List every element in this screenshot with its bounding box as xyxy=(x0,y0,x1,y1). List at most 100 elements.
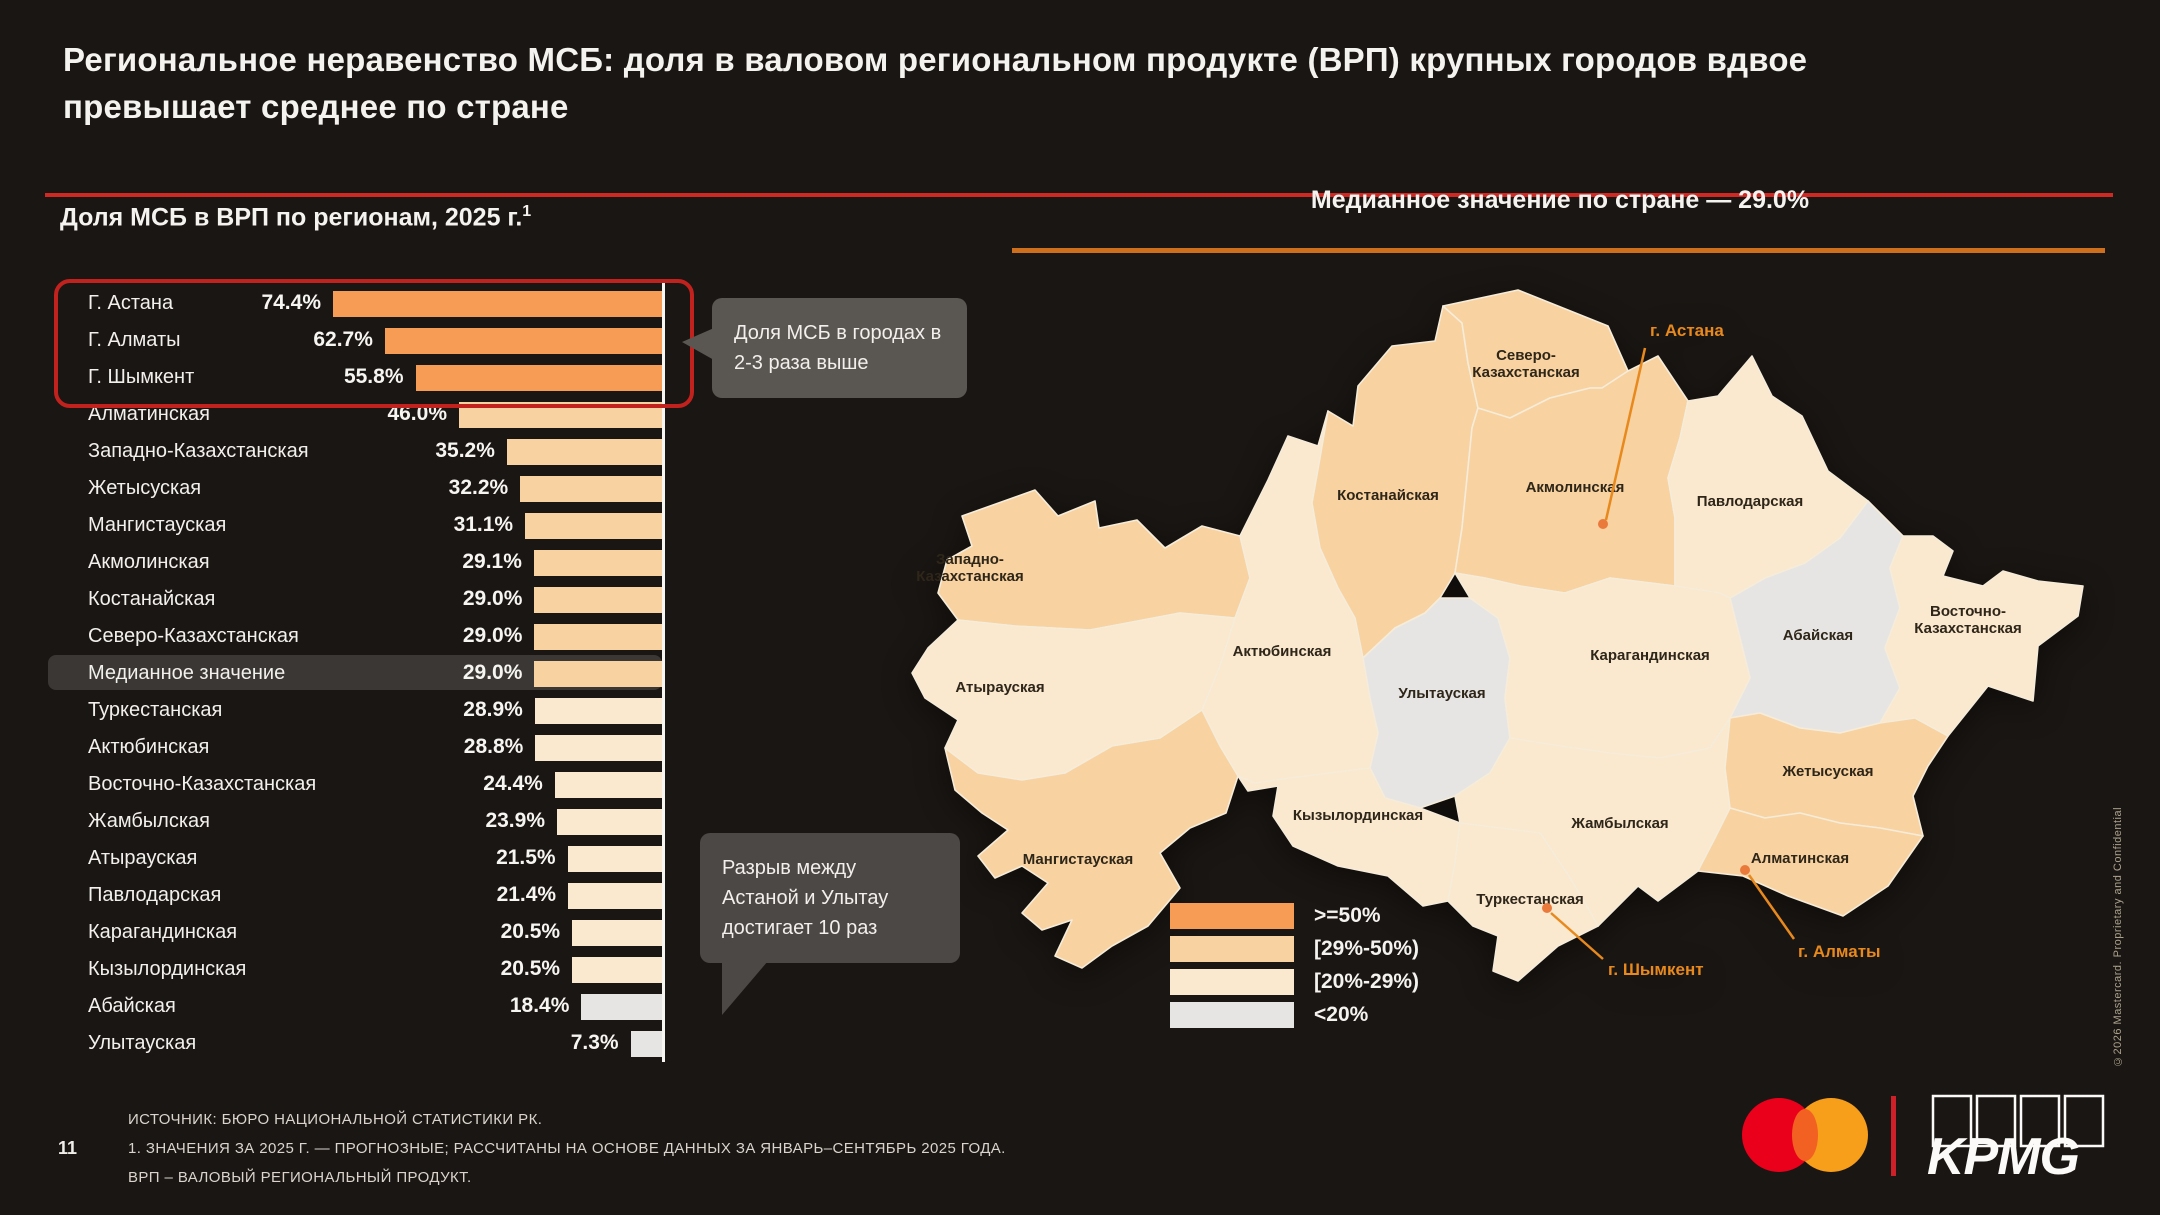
bar-label: Павлодарская xyxy=(88,884,222,906)
bar xyxy=(568,883,663,909)
legend-label: >=50% xyxy=(1314,904,1381,927)
chart-row: Абайская 18.4% xyxy=(60,989,680,1026)
bar-label: Жамбылская xyxy=(88,810,210,832)
map-heading-divider-line xyxy=(1012,248,2105,253)
bar-value: 35.2% xyxy=(435,439,495,462)
region-label-kostanay: Костанайская xyxy=(1337,487,1439,504)
chart-row: Медианное значение 29.0% xyxy=(60,656,680,693)
region-label-ulytau: Улытауская xyxy=(1398,685,1485,702)
bar-chart: Г. Астана 74.4% Г. Алматы 62.7% Г. Шымкент 55… xyxy=(48,281,680,1063)
bar-label: Мангистауская xyxy=(88,514,227,536)
bar xyxy=(333,291,663,317)
legend-item: [29%-50%) xyxy=(1170,936,1419,962)
chart-row: Акмолинская 29.1% xyxy=(60,545,680,582)
region-turkestan xyxy=(1447,822,1599,982)
region-label-sko: Северо-Казахстанская xyxy=(1472,347,1579,381)
bar-value: 31.1% xyxy=(453,513,514,536)
region-label-zhetysu: Жетысуская xyxy=(1781,763,1873,780)
chart-row: Г. Алматы 62.7% xyxy=(60,323,680,360)
callout-gap: Разрыв между Астаной и Улытау достигает … xyxy=(700,833,960,1015)
callout-gap-text: Разрыв между Астаной и Улытау достигает … xyxy=(722,857,889,939)
city-leader-line xyxy=(1747,874,1796,940)
bar-label: Северо-Казахстанская xyxy=(88,625,299,647)
chart-row: Туркестанская 28.9% xyxy=(60,693,680,730)
bar-label: Алматинская xyxy=(88,403,210,425)
city-dot-icon xyxy=(1598,519,1608,529)
chart-heading: Доля МСБ в ВРП по регионам, 2025 г.1 xyxy=(60,203,531,232)
region-label-wko: Западно-Казахстанская xyxy=(916,551,1023,585)
region-label-zhambyl: Жамбылская xyxy=(1570,815,1668,832)
legend-label: [20%-29%) xyxy=(1314,970,1420,993)
bar xyxy=(384,328,663,354)
bar-label: Жетысуская xyxy=(88,477,202,499)
bar xyxy=(581,994,663,1020)
region-label-aktobe: Актюбинская xyxy=(1233,643,1332,660)
top-cities-highlight-box xyxy=(54,279,694,408)
bar-label: Медианное значение xyxy=(88,662,286,684)
chart-row: Мангистауская 31.1% xyxy=(60,508,680,545)
bar-value: 23.9% xyxy=(485,809,545,832)
bar xyxy=(572,957,663,983)
bar-value: 29.0% xyxy=(462,661,523,684)
bar-label: Г. Шымкент xyxy=(88,366,195,388)
bar-label: Западно-Казахстанская xyxy=(88,440,309,462)
city-leader-line xyxy=(1604,347,1647,521)
chart-row: Г. Астана 74.4% xyxy=(60,286,680,323)
bar-label: Восточно-Казахстанская xyxy=(88,773,317,795)
mastercard-logo xyxy=(1742,1098,1868,1172)
chart-heading-text: Доля МСБ в ВРП по регионам, 2025 г. xyxy=(60,203,523,232)
kpmg-rects-icon xyxy=(1931,1094,2105,1148)
legend-item: <20% xyxy=(1170,1002,1419,1028)
bar xyxy=(554,772,663,798)
callout-top-cities: Доля МСБ в городах в 2-3 раза выше xyxy=(682,298,967,398)
bar xyxy=(534,587,663,613)
bar xyxy=(506,439,663,465)
callout-tail-icon xyxy=(722,961,768,1015)
bar-value: 20.5% xyxy=(500,920,561,943)
chart-row: Северо-Казахстанская 29.0% xyxy=(60,619,680,656)
chart-axis xyxy=(662,281,665,1062)
bar-label: Абайская xyxy=(88,995,176,1017)
chart-row: Жетысуская 32.2% xyxy=(60,471,680,508)
chart-heading-footnote-marker: 1 xyxy=(522,203,532,220)
bar-value: 21.4% xyxy=(496,883,557,906)
kpmg-logo: KPMG xyxy=(1927,1094,2105,1185)
chart-row: Улытауская 7.3% xyxy=(60,1026,680,1063)
bar xyxy=(534,624,663,650)
bar-label: Костанайская xyxy=(88,588,216,610)
chart-row: Костанайская 29.0% xyxy=(60,582,680,619)
bar-label: Г. Астана xyxy=(88,292,174,314)
legend-swatch xyxy=(1170,969,1294,995)
city-label: г. Алматы xyxy=(1798,942,1881,961)
legend-swatch xyxy=(1170,1002,1294,1028)
kazakhstan-map: Западно-Казахстанская Атырауская Актюбинск… xyxy=(911,289,2084,982)
bar-value: 7.3% xyxy=(570,1031,619,1054)
kpmg-wordmark: KPMG xyxy=(1927,1128,2079,1185)
bar xyxy=(534,698,663,724)
legend-item: [20%-29%) xyxy=(1170,969,1419,995)
bar xyxy=(534,661,663,687)
bar-value: 29.0% xyxy=(462,624,523,647)
region-label-pavlodar: Павлодарская xyxy=(1697,493,1803,510)
city-label: г. Астана xyxy=(1650,321,1724,340)
page-title: Региональное неравенство МСБ: доля в вал… xyxy=(63,41,1808,125)
chart-row: Павлодарская 21.4% xyxy=(60,878,680,915)
mastercard-overlap-icon xyxy=(1792,1109,1818,1161)
callout-top-text: Доля МСБ в городах в 2-3 раза выше xyxy=(734,322,942,374)
copyright-vertical-text: ©2026 Mastercard. Proprietary and Confid… xyxy=(2112,807,2124,1068)
bar xyxy=(533,550,663,576)
bar-value: 62.7% xyxy=(313,328,373,351)
region-label-kyzylorda: Кызылординская xyxy=(1293,807,1423,824)
city-marker-almaty_city: г. Алматы xyxy=(1740,865,1881,961)
region-label-vko: Восточно-Казахстанская xyxy=(1914,603,2021,637)
bar-label: Кызылординская xyxy=(88,958,247,980)
city-dot-icon xyxy=(1542,903,1552,913)
bar xyxy=(415,365,663,391)
bar-label: Туркестанская xyxy=(88,699,223,721)
bar-value: 74.4% xyxy=(261,291,321,314)
bar-value: 20.5% xyxy=(500,957,561,980)
city-dot-icon xyxy=(1740,865,1750,875)
chart-row: Актюбинская 28.8% xyxy=(60,730,680,767)
bar-label: Атырауская xyxy=(88,847,198,869)
source-line: ИСТОЧНИК: БЮРО НАЦИОНАЛЬНОЙ СТАТИСТИКИ Р… xyxy=(128,1111,543,1128)
